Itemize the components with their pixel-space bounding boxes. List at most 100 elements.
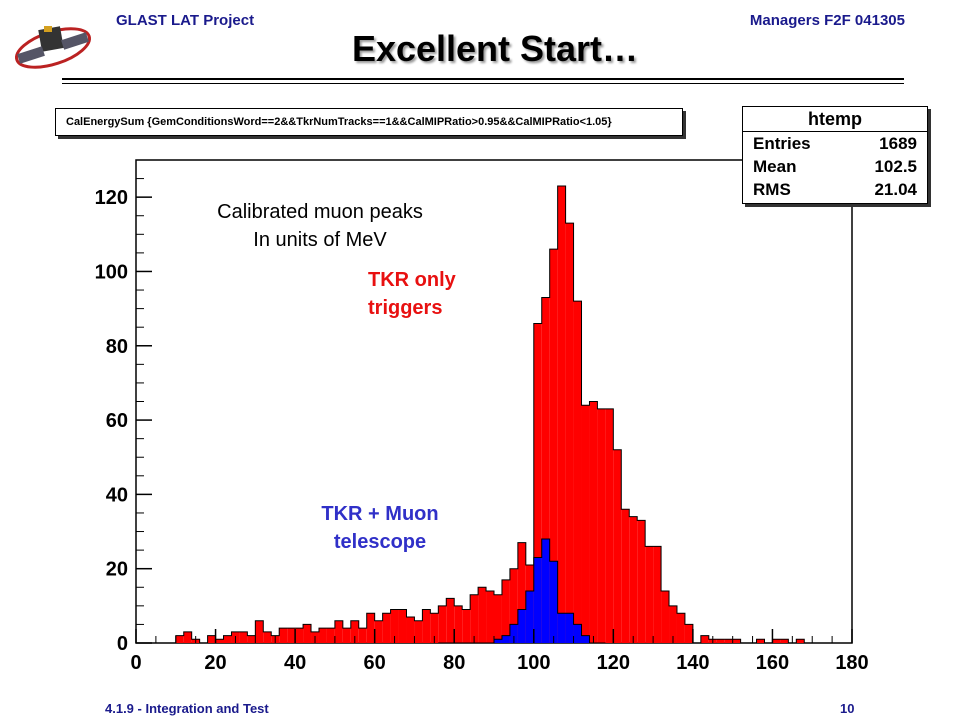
bar-tkr-only-94 (509, 568, 518, 643)
bar-tkr-only-162 (780, 639, 789, 643)
histogram-chart: 0 20 40 60 80 100 120 140 160 180 0 20 40 60 80 100 120 (95, 159, 869, 674)
x-tick-label-140: 140 (676, 652, 709, 674)
bar-tkr-only-148 (724, 639, 733, 643)
bar-tkr-only-132 (661, 590, 670, 643)
bar-tkr-muon-108 (565, 613, 574, 643)
annotation-muon-line2: telescope (333, 531, 427, 553)
stats-row-entries: Entries 1689 (743, 132, 927, 155)
bar-tkr-only-72 (422, 609, 431, 643)
stats-row-rms: RMS 21.04 (743, 178, 927, 201)
bar-tkr-only-64 (390, 609, 399, 643)
y-tick-label-40: 40 (106, 484, 128, 506)
bar-tkr-only-118 (605, 408, 614, 643)
bar-tkr-only-62 (382, 613, 391, 643)
bar-tkr-muon-94 (509, 624, 518, 643)
y-tick-label-80: 80 (106, 336, 128, 358)
annotation-muon-line1: TKR + Muon (321, 503, 439, 525)
annotation-calibrated: Calibrated muon peaks In units of MeV (190, 198, 450, 254)
bar-tkr-only-104 (549, 249, 558, 643)
bar-tkr-only-150 (732, 639, 741, 643)
stats-entries-value: 1689 (879, 134, 917, 153)
bar-tkr-only-38 (287, 628, 296, 643)
bar-tkr-only-134 (669, 605, 677, 643)
bar-tkr-only-42 (303, 624, 312, 643)
selection-label: CalEnergySum {GemConditionsWord==2&&TkrN… (55, 108, 683, 136)
x-tick-label-20: 20 (204, 652, 226, 674)
bar-tkr-only-50 (334, 620, 343, 643)
y-tick-label-20: 20 (106, 559, 128, 581)
stats-mean-value: 102.5 (874, 157, 917, 176)
bar-tkr-only-100 (533, 323, 542, 643)
bar-tkr-only-18 (207, 635, 216, 643)
bar-tkr-muon-100 (533, 557, 542, 643)
bar-tkr-only-160 (772, 639, 781, 643)
y-tick-label-0: 0 (117, 633, 128, 655)
stats-rms-value: 21.04 (874, 180, 917, 199)
bar-tkr-only-46 (318, 628, 327, 643)
x-tick-label-60: 60 (364, 652, 386, 674)
bar-tkr-muon-102 (541, 538, 550, 643)
bar-tkr-muon-106 (557, 613, 566, 643)
bar-tkr-only-76 (438, 605, 447, 643)
annotation-tkr-muon: TKR + Muon telescope (300, 500, 460, 556)
stats-box: htemp Entries 1689 Mean 102.5 RMS 21.04 (742, 106, 928, 204)
bar-tkr-only-36 (279, 628, 288, 643)
plot-area: 0 20 40 60 80 100 120 140 160 180 0 20 40 60 80 100 120 (95, 159, 869, 674)
bar-tkr-only-80 (454, 605, 463, 643)
bar-tkr-only-86 (478, 587, 487, 643)
bar-tkr-only-28 (247, 635, 256, 643)
bar-tkr-only-146 (716, 639, 725, 643)
bar-tkr-only-74 (430, 613, 439, 643)
stats-title: htemp (743, 107, 927, 132)
bar-tkr-only-96 (517, 542, 526, 643)
bar-tkr-only-68 (406, 616, 415, 643)
y-tick-label-100: 100 (95, 261, 128, 283)
annotation-tkr-line2: triggers (368, 297, 443, 319)
bar-tkr-only-88 (486, 590, 494, 643)
x-tick-label-180: 180 (835, 652, 868, 674)
bar-tkr-only-84 (470, 594, 479, 643)
footer-section: 4.1.9 - Integration and Test (105, 701, 269, 716)
header-meeting: Managers F2F 041305 (749, 12, 905, 29)
glast-logo-icon (15, 26, 91, 69)
title-rule-thick (62, 78, 904, 80)
bar-tkr-only-156 (756, 639, 765, 643)
bar-tkr-only-124 (629, 516, 638, 643)
bar-tkr-only-108 (565, 223, 574, 643)
bar-tkr-only-56 (358, 628, 367, 643)
bar-tkr-only-40 (295, 628, 304, 643)
x-tick-label-80: 80 (443, 652, 465, 674)
bar-tkr-only-126 (637, 520, 646, 643)
bar-tkr-only-120 (613, 449, 622, 643)
bar-tkr-only-32 (263, 631, 272, 643)
bar-tkr-only-54 (350, 620, 359, 643)
bar-tkr-muon-90 (494, 639, 502, 643)
y-tick-label-60: 60 (106, 410, 128, 432)
bar-tkr-only-10 (175, 635, 184, 643)
bar-tkr-only-128 (645, 546, 654, 643)
x-tick-label-120: 120 (597, 652, 630, 674)
x-tick-label-0: 0 (130, 652, 141, 674)
bar-tkr-only-12 (183, 631, 192, 643)
bar-tkr-only-130 (653, 546, 662, 643)
y-tick-label-120: 120 (95, 187, 128, 209)
annotation-calibrated-line1: Calibrated muon peaks (217, 201, 423, 223)
bar-tkr-only-112 (581, 405, 590, 643)
stats-row-mean: Mean 102.5 (743, 155, 927, 178)
bar-tkr-only-66 (398, 609, 407, 643)
bar-tkr-only-52 (342, 628, 351, 643)
bar-tkr-only-136 (676, 613, 685, 643)
title-rule-thin (62, 83, 904, 84)
x-tick-label-40: 40 (284, 652, 306, 674)
header-project: GLAST LAT Project (116, 12, 255, 29)
bar-tkr-muon-96 (517, 609, 526, 643)
x-tick-label-160: 160 (756, 652, 789, 674)
bar-tkr-only-116 (597, 408, 606, 643)
bar-tkr-only-78 (446, 598, 455, 643)
bar-tkr-only-70 (414, 620, 423, 643)
x-tick-label-100: 100 (517, 652, 550, 674)
page-title: Excellent Start… (351, 28, 639, 69)
annotation-tkr-line1: TKR only (368, 269, 456, 291)
annotation-calibrated-line2: In units of MeV (253, 229, 387, 251)
stats-mean-label: Mean (753, 157, 797, 176)
